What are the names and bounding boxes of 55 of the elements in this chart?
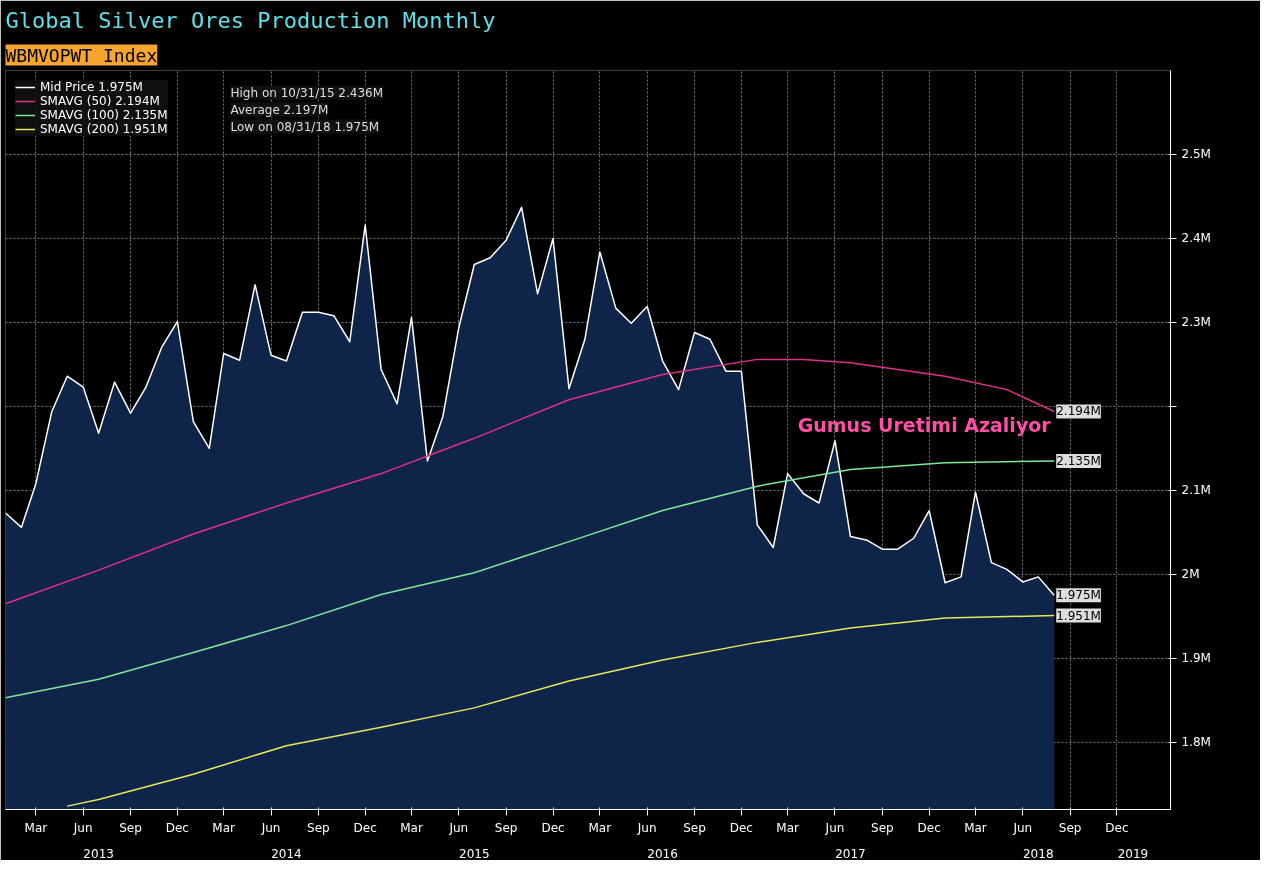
line-series <box>5 460 1055 699</box>
x-tick-label: Jun <box>1012 820 1033 835</box>
line-series <box>5 358 1055 605</box>
x-tick-label: Mar <box>212 820 236 835</box>
x2-tick-label: 2019 <box>1117 846 1149 861</box>
y-tick-label: 1.8M <box>1181 735 1211 750</box>
x-tick-label: Dec <box>729 820 753 835</box>
y-tick-label: 2.5M <box>1181 147 1211 162</box>
x-tick-label: Sep <box>119 820 142 835</box>
annotation: Gumus Uretimi Azaliyor <box>797 414 1052 437</box>
y-tick-label: 1.9M <box>1181 651 1211 666</box>
annotation: 2.194M <box>1056 404 1101 419</box>
x-tick-label: Dec <box>917 820 941 835</box>
x-tick-label: Dec <box>541 820 565 835</box>
x2-tick-label: 2017 <box>835 846 866 861</box>
x2-tick-label: 2013 <box>83 846 114 861</box>
x2-tick-label: 2014 <box>271 846 302 861</box>
x-tick-label: Jun <box>448 820 469 835</box>
x-tick-label: Jun <box>72 820 93 835</box>
y-tick-label: 2.3M <box>1181 315 1211 330</box>
y-tick-label: 2.4M <box>1181 231 1211 246</box>
line-series <box>66 614 1055 807</box>
x-tick-label: Sep <box>494 820 518 835</box>
x-tick-label: Mar <box>24 820 48 835</box>
chart-subtitle: WBMVOPWT Index <box>5 44 158 66</box>
y-tick-label: 2M <box>1181 567 1200 582</box>
x-tick-label: Jun <box>260 820 281 835</box>
x2-tick-label: 2016 <box>647 846 678 861</box>
x2-tick-label: 2015 <box>459 846 490 861</box>
x-tick-label: Sep <box>1058 820 1082 835</box>
annotation: 1.975M <box>1056 588 1101 603</box>
x-tick-label: Mar <box>588 820 612 835</box>
legend-label: Mid Price 1.975M <box>40 80 143 94</box>
x-tick-label: Sep <box>683 820 706 835</box>
legend-label: SMAVG (200) 1.951M <box>40 122 168 136</box>
annotation: Low on 08/31/18 1.975M <box>230 119 380 134</box>
x-tick-label: Mar <box>776 820 800 835</box>
x-tick-label: Jun <box>636 820 657 835</box>
x-tick-label: Sep <box>307 820 330 835</box>
annotation: Average 2.197M <box>230 102 329 117</box>
chart-title: Global Silver Ores Production Monthly <box>5 7 496 33</box>
x-tick-label: Dec <box>1105 820 1129 835</box>
legend-label: SMAVG (50) 2.194M <box>40 94 160 108</box>
x-tick-label: Sep <box>871 820 894 835</box>
x2-tick-label: 2018 <box>1022 846 1054 861</box>
x-tick-label: Jun <box>824 820 845 835</box>
annotation: High on 10/31/15 2.436M <box>230 85 384 100</box>
x-tick-label: Mar <box>964 820 987 835</box>
x-tick-label: Dec <box>353 820 377 835</box>
legend-label: SMAVG (100) 2.135M <box>40 108 168 122</box>
x-tick-label: Dec <box>165 820 189 835</box>
y-tick-label: 2.1M <box>1181 483 1211 498</box>
annotation: 2.135M <box>1056 453 1101 468</box>
x-tick-label: Mar <box>400 820 423 835</box>
annotation: 1.951M <box>1056 608 1101 623</box>
